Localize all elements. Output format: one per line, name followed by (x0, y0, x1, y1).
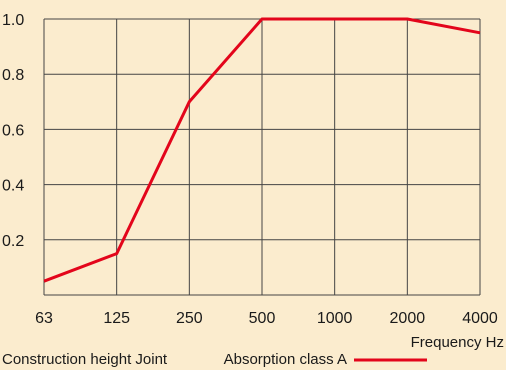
x-tick-label: 125 (103, 310, 130, 327)
x-tick-label: 500 (249, 310, 276, 327)
x-tick-label: 63 (35, 310, 53, 327)
footer-text: Construction height Joint (2, 351, 168, 368)
y-tick-labels: 1.0 0.8 0.6 0.4 0.2 (2, 12, 24, 250)
x-tick-label: 250 (176, 310, 203, 327)
x-tick-label: 1000 (317, 310, 353, 327)
y-tick-label: 1.0 (2, 12, 24, 29)
x-axis-label: Frequency Hz (411, 334, 504, 351)
y-tick-label: 0.6 (2, 122, 24, 139)
x-tick-label: 4000 (462, 310, 498, 327)
x-tick-labels: 63 125 250 500 1000 2000 4000 (35, 310, 498, 327)
series-line-absorption-class-a (43, 17, 481, 283)
y-tick-label: 0.2 (2, 233, 24, 250)
x-tick-label: 2000 (390, 310, 426, 327)
grid (43, 18, 481, 296)
legend-label: Absorption class A (224, 351, 347, 368)
y-tick-label: 0.8 (2, 67, 24, 84)
y-tick-label: 0.4 (2, 178, 24, 195)
